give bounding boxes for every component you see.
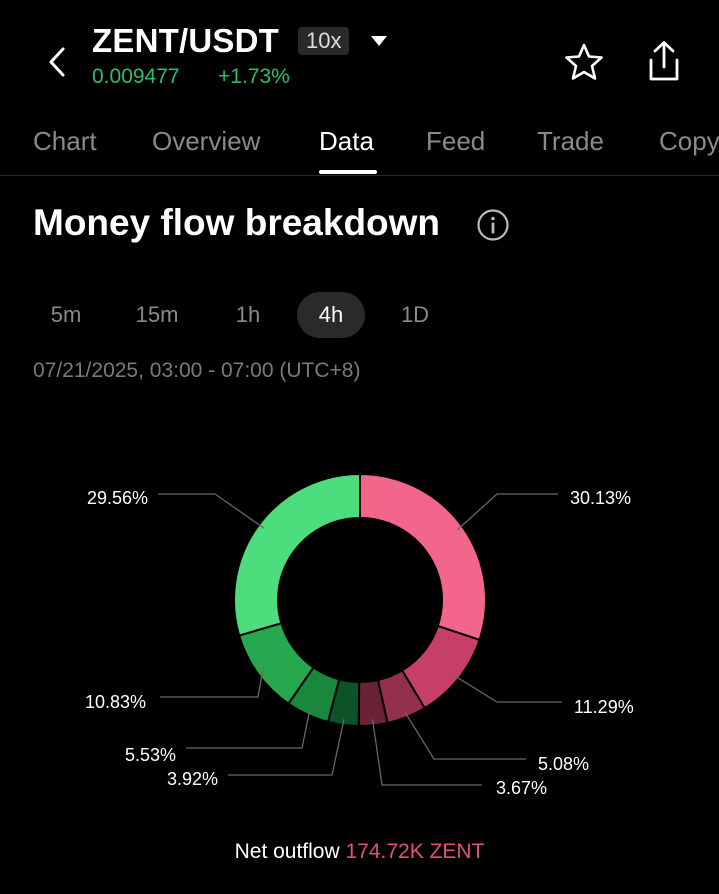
back-button[interactable] — [40, 42, 74, 82]
info-button[interactable] — [476, 208, 510, 242]
leverage-badge: 10x — [298, 27, 350, 55]
pair-title: ZENT/USDT — [92, 22, 279, 59]
leader-line — [160, 670, 264, 698]
active-tab-indicator — [319, 170, 377, 174]
slice-percent-label: 30.13% — [570, 488, 631, 508]
leader-line — [371, 719, 482, 786]
tab-chart[interactable]: Chart — [33, 126, 97, 156]
leader-line — [186, 708, 311, 749]
interval-5m[interactable]: 5m — [50, 302, 82, 327]
leader-line — [158, 493, 265, 529]
tab-overview[interactable]: Overview — [152, 126, 261, 156]
interval-4h[interactable]: 4h — [297, 292, 365, 338]
last-price: 0.009477 — [92, 65, 180, 88]
slice-percent-label: 5.08% — [538, 754, 589, 774]
header: ZENT/USDT 10x 0.009477 +1.73% — [0, 0, 719, 105]
leader-line — [228, 718, 345, 776]
pair-dropdown-button[interactable] — [368, 30, 390, 52]
slice-percent-label: 3.92% — [167, 769, 218, 789]
money-flow-donut-chart: 30.13% 11.29% 5.08% 3.67% 3.92% 5.53% 10.83% 29… — [85, 472, 634, 798]
net-flow-label: Net outflow — [234, 840, 340, 863]
caret-down-icon — [371, 36, 387, 46]
interval-1d[interactable]: 1D — [400, 302, 430, 327]
favorite-button[interactable] — [562, 40, 606, 84]
tab-copy[interactable]: Copy — [659, 126, 719, 156]
leader-line — [453, 674, 562, 703]
slice-percent-label: 3.67% — [496, 778, 547, 798]
net-flow-summary: Net outflow 174.72K ZENT — [0, 840, 719, 864]
donut-slice — [359, 472, 487, 642]
tab-bar: Chart Overview Data Feed Trade Copy — [0, 118, 719, 176]
slice-percent-label: 29.56% — [87, 488, 148, 508]
net-flow-value: 174.72K ZENT — [345, 840, 485, 863]
price-change: +1.73% — [218, 65, 290, 88]
leader-line — [456, 493, 558, 531]
section-title: Money flow breakdown — [33, 202, 441, 243]
chevron-left-icon — [49, 47, 65, 77]
interval-15m[interactable]: 15m — [135, 302, 179, 327]
tab-data[interactable]: Data — [319, 126, 374, 156]
tab-feed[interactable]: Feed — [426, 126, 486, 156]
tab-trade[interactable]: Trade — [537, 126, 604, 156]
slice-percent-label: 11.29% — [574, 697, 634, 717]
interval-1h[interactable]: 1h — [235, 302, 261, 327]
leader-line — [403, 711, 526, 760]
share-icon — [649, 41, 679, 81]
donut-slice — [233, 472, 361, 637]
slice-percent-label: 10.83% — [85, 692, 146, 712]
info-icon — [477, 209, 509, 241]
star-icon — [565, 43, 603, 80]
time-range: 07/21/2025, 03:00 - 07:00 (UTC+8) — [33, 359, 361, 382]
share-button[interactable] — [642, 38, 686, 84]
slice-percent-label: 5.53% — [125, 745, 176, 765]
